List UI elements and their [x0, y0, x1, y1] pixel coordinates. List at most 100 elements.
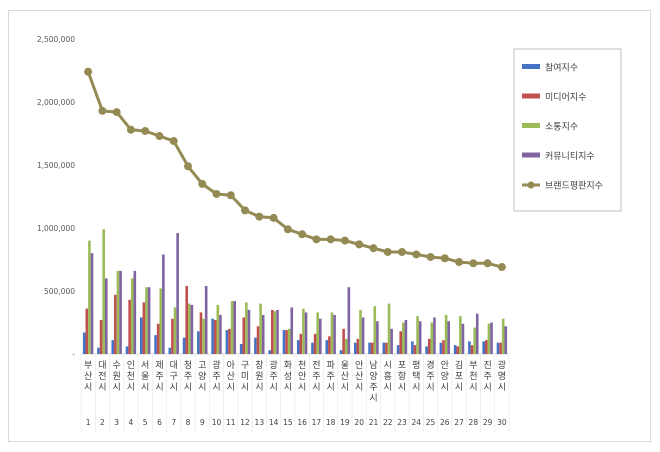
rank-label: 25: [426, 418, 436, 427]
bar-커뮤니티지수: [475, 313, 479, 354]
rank-label: 16: [297, 418, 307, 427]
bar-미디어지수: [370, 342, 374, 354]
bar-소통지수: [259, 303, 262, 354]
bar-소통지수: [387, 303, 391, 354]
bar-소통지수: [273, 311, 277, 354]
rank-label: 8: [186, 418, 191, 427]
bar-참여지수: [111, 340, 115, 354]
legend-label: 커뮤니티지수: [545, 151, 595, 162]
bar-커뮤니티지수: [361, 317, 365, 354]
bar-미디어지수: [242, 317, 246, 354]
line-point: [84, 67, 93, 76]
bar-미디어지수: [328, 336, 331, 354]
rank-label: 3: [114, 418, 119, 427]
x-axis-labels: 부 산 시 1 대 전 시 2 수 원 시 3 인 천 시 4 서 울 시 5 제 주 시 6 대 구 시 7 청 주 시 8 고 양 시 9 광 주 시 1…: [84, 359, 507, 427]
line-point: [398, 247, 406, 256]
line-point: [112, 108, 121, 117]
rank-label: 24: [411, 418, 421, 427]
legend-label: 미디어지수: [545, 92, 586, 103]
bar-커뮤니티지수: [233, 301, 236, 354]
bars: [82, 229, 508, 354]
line-point: [169, 137, 178, 146]
bar-참여지수: [368, 342, 371, 354]
bar-커뮤니티지수: [133, 270, 137, 354]
bar-참여지수: [197, 331, 200, 354]
line-point: [469, 259, 478, 268]
rank-label: 1: [86, 418, 91, 427]
line-point: [426, 252, 435, 261]
bar-미디어지수: [499, 342, 502, 354]
bar-참여지수: [382, 342, 386, 354]
bar-참여지수: [311, 342, 314, 354]
bar-소통지수: [173, 307, 177, 354]
rank-label: 2: [100, 418, 105, 427]
rank-label: 14: [269, 418, 279, 427]
bar-소통지수: [487, 323, 491, 354]
bar-소통지수: [145, 287, 148, 354]
bar-소통지수: [316, 312, 319, 354]
line-point: [269, 213, 278, 222]
rank-label: 27: [454, 418, 464, 427]
rank-label: 19: [340, 418, 350, 427]
bar-참여지수: [225, 330, 229, 354]
bar-미디어지수: [285, 330, 288, 354]
line-point: [340, 236, 349, 245]
bar-참여지수: [268, 350, 271, 354]
bar-참여지수: [239, 343, 243, 354]
bar-참여지수: [140, 317, 143, 354]
bar-소통지수: [330, 312, 334, 354]
bar-참여지수: [154, 335, 157, 354]
bar-참여지수: [425, 346, 428, 354]
bar-커뮤니티지수: [404, 319, 408, 354]
bar-커뮤니티지수: [162, 254, 165, 354]
bar-커뮤니티지수: [461, 323, 465, 354]
bar-참여지수: [468, 341, 471, 354]
legend-swatch: [522, 152, 540, 158]
rank-label: 21: [369, 418, 379, 427]
bar-소통지수: [444, 314, 448, 354]
bar-커뮤니티지수: [219, 314, 222, 354]
rank-label: 15: [283, 418, 293, 427]
bar-커뮤니티지수: [319, 318, 322, 354]
line-point: [226, 191, 235, 200]
bar-참여지수: [339, 350, 343, 354]
bar-미디어지수: [85, 308, 89, 354]
line-point: [369, 244, 378, 253]
y-tick-label: 1,000,000: [37, 224, 75, 233]
rank-label: 22: [383, 418, 393, 427]
bar-커뮤니티지수: [390, 328, 393, 354]
y-tick-label: 2,000,000: [37, 98, 75, 107]
bar-미디어지수: [171, 318, 174, 354]
bar-참여지수: [325, 340, 329, 354]
line-point: [440, 254, 449, 263]
rank-label: 6: [157, 418, 162, 427]
line-point: [312, 235, 321, 244]
bar-소통지수: [88, 240, 91, 354]
bar-커뮤니티지수: [504, 326, 508, 354]
bar-미디어지수: [256, 326, 260, 354]
bar-미디어지수: [156, 323, 160, 354]
bar-커뮤니티지수: [290, 307, 294, 354]
bar-참여지수: [97, 347, 100, 354]
bar-미디어지수: [442, 340, 445, 354]
bar-미디어지수: [271, 309, 274, 354]
line-point: [455, 258, 464, 267]
bar-커뮤니티지수: [247, 309, 251, 354]
bar-커뮤니티지수: [119, 270, 122, 354]
rank-label: 18: [326, 418, 336, 427]
bar-소통지수: [473, 327, 476, 354]
bar-커뮤니티지수: [433, 317, 436, 354]
